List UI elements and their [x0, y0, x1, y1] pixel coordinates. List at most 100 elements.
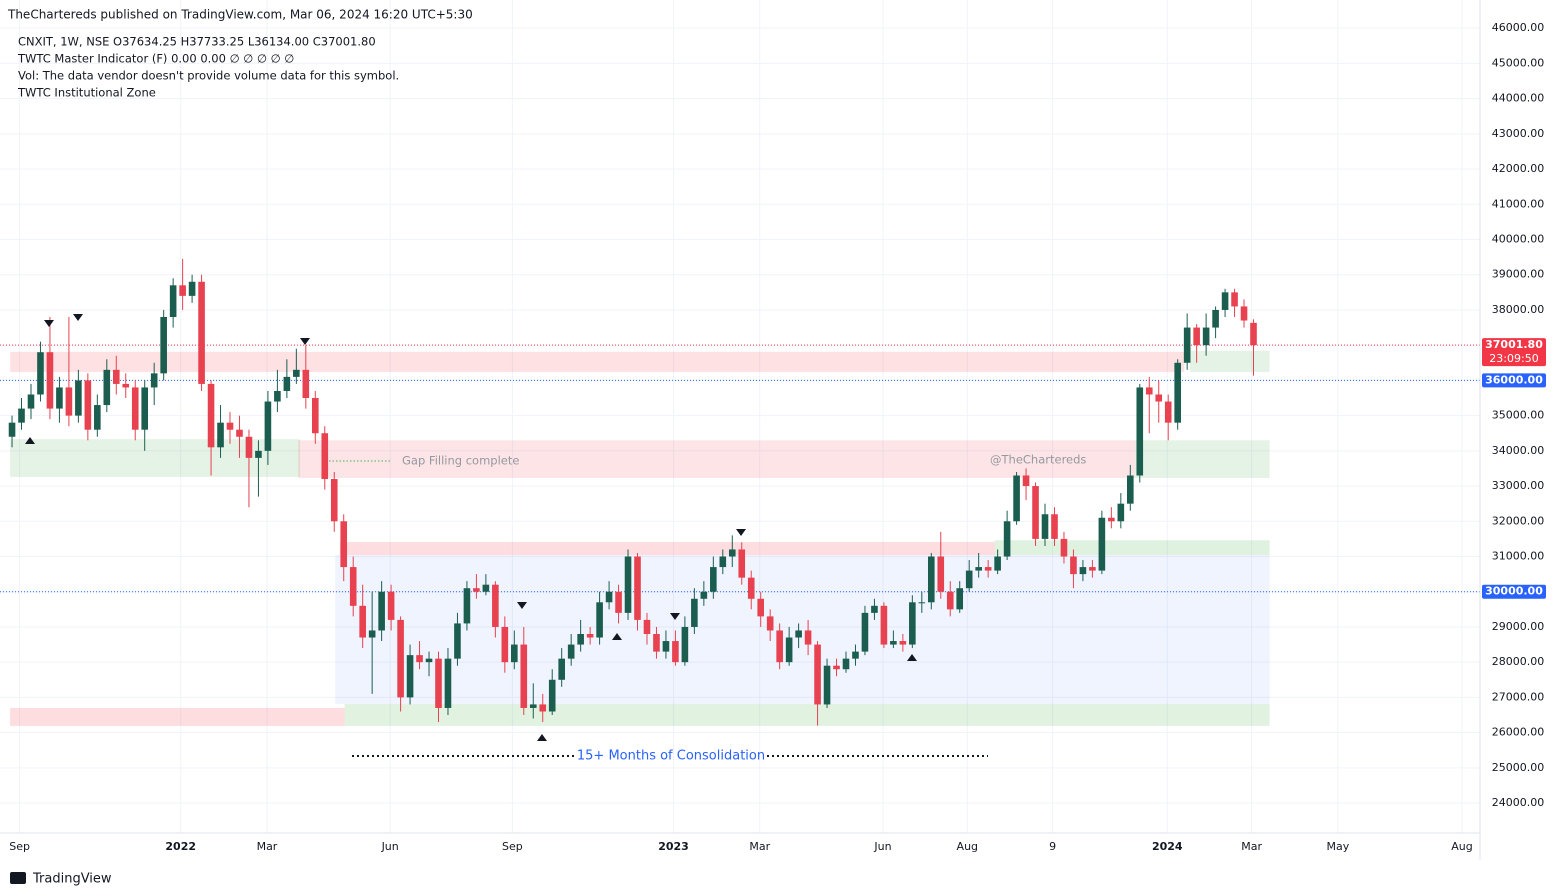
candle-body	[558, 658, 565, 680]
candle-body	[719, 556, 727, 568]
candle-body	[207, 383, 215, 448]
plot-area	[0, 0, 1480, 833]
candle-body	[160, 316, 167, 374]
candle-body	[1240, 306, 1248, 321]
price-tag	[1482, 584, 1546, 599]
candle-body	[1070, 556, 1077, 575]
candle-body	[814, 644, 821, 705]
zone	[10, 707, 345, 726]
candle-body	[406, 655, 414, 698]
candle-body	[1212, 309, 1219, 328]
y-tick-label: 33000.00	[1492, 479, 1545, 492]
x-tick-label: 2022	[165, 840, 196, 853]
zone	[1135, 440, 1270, 478]
candle-body	[937, 556, 945, 592]
countdown: 23:09:50	[1489, 352, 1538, 365]
candle-body	[795, 630, 802, 638]
y-tick-label: 42000.00	[1492, 162, 1545, 175]
candle-body	[349, 567, 357, 606]
signal-up	[537, 734, 547, 741]
candle-body	[387, 591, 395, 620]
candle-body	[425, 658, 433, 663]
candle-body	[188, 281, 196, 296]
candle-body	[293, 369, 300, 377]
candle-body	[1250, 322, 1257, 346]
candle-body	[681, 626, 689, 663]
candle-body	[871, 605, 878, 613]
candle-body	[169, 285, 177, 317]
candle-body	[65, 387, 73, 416]
candle-body	[548, 679, 556, 712]
x-tick-label: Aug	[1451, 840, 1472, 853]
candle-body	[198, 281, 205, 384]
y-tick-label: 28000.00	[1492, 655, 1545, 668]
legend-line: TWTC Master Indicator (F) 0.00 0.00 ∅ ∅ …	[17, 52, 294, 66]
x-tick-label: Jun	[873, 840, 891, 853]
signal-down	[44, 320, 54, 327]
candle-body	[634, 556, 641, 620]
candle-body	[1221, 292, 1229, 310]
candle-body	[927, 556, 935, 603]
candle-body	[1089, 567, 1096, 571]
candle-body	[46, 352, 54, 409]
candle-body	[1145, 387, 1153, 395]
y-tick-label: 29000.00	[1492, 620, 1545, 633]
signal-down	[670, 613, 680, 620]
candle-body	[226, 422, 234, 430]
candle-body	[283, 376, 291, 391]
candle-body	[264, 401, 272, 451]
candle-body	[492, 584, 499, 627]
candle-body	[994, 556, 1001, 571]
candle-body	[1136, 387, 1144, 476]
legend-line: TWTC Institutional Zone	[17, 86, 156, 100]
y-tick-label: 41000.00	[1492, 197, 1545, 210]
x-tick-label: Jun	[381, 840, 399, 853]
candle-body	[747, 577, 755, 599]
annotation: Gap Filling complete	[402, 454, 519, 468]
candle-body	[84, 380, 92, 430]
y-tick-label: 44000.00	[1492, 92, 1545, 105]
candle-body	[1174, 362, 1181, 423]
candle-body	[918, 602, 926, 604]
y-tick-label: 31000.00	[1492, 550, 1545, 563]
candle-body	[416, 655, 423, 663]
candle-body	[852, 651, 859, 659]
price-tag	[1482, 338, 1546, 367]
candle-body	[1079, 567, 1087, 575]
y-tick-label: 43000.00	[1492, 127, 1545, 140]
signals	[25, 314, 917, 741]
candle-body	[27, 394, 35, 409]
signal-down	[300, 338, 310, 345]
candle-body	[662, 641, 670, 652]
candle-body	[454, 623, 461, 659]
candle-body	[435, 658, 442, 708]
candle-body	[359, 605, 366, 638]
candle-body	[1155, 394, 1163, 402]
x-tick-label: Mar	[749, 840, 770, 853]
candle-body	[501, 626, 509, 663]
candle-body	[946, 591, 954, 610]
candle-body	[463, 588, 471, 624]
logo	[10, 872, 26, 884]
candle-body	[880, 605, 888, 645]
candle-body	[643, 619, 651, 634]
candle-body	[75, 380, 82, 416]
candle-body	[909, 602, 916, 645]
candle-body	[529, 704, 537, 708]
candle-body	[321, 433, 329, 480]
candle-body	[710, 567, 717, 592]
candle-body	[1022, 475, 1030, 487]
x-tick-label: Mar	[257, 840, 278, 853]
candle-body	[255, 450, 262, 458]
zone	[339, 542, 995, 556]
watermark: @TheChartereds	[990, 453, 1086, 467]
legend-line: Vol: The data vendor doesn't provide vol…	[18, 69, 399, 83]
candle-body	[842, 658, 850, 670]
candle-body	[804, 630, 812, 645]
price-tag	[1482, 373, 1546, 388]
x-tick-label: Sep	[9, 840, 30, 853]
candle-body	[103, 369, 111, 406]
candle-body	[577, 633, 584, 645]
candle-body	[1202, 327, 1210, 346]
candle-body	[179, 285, 186, 296]
